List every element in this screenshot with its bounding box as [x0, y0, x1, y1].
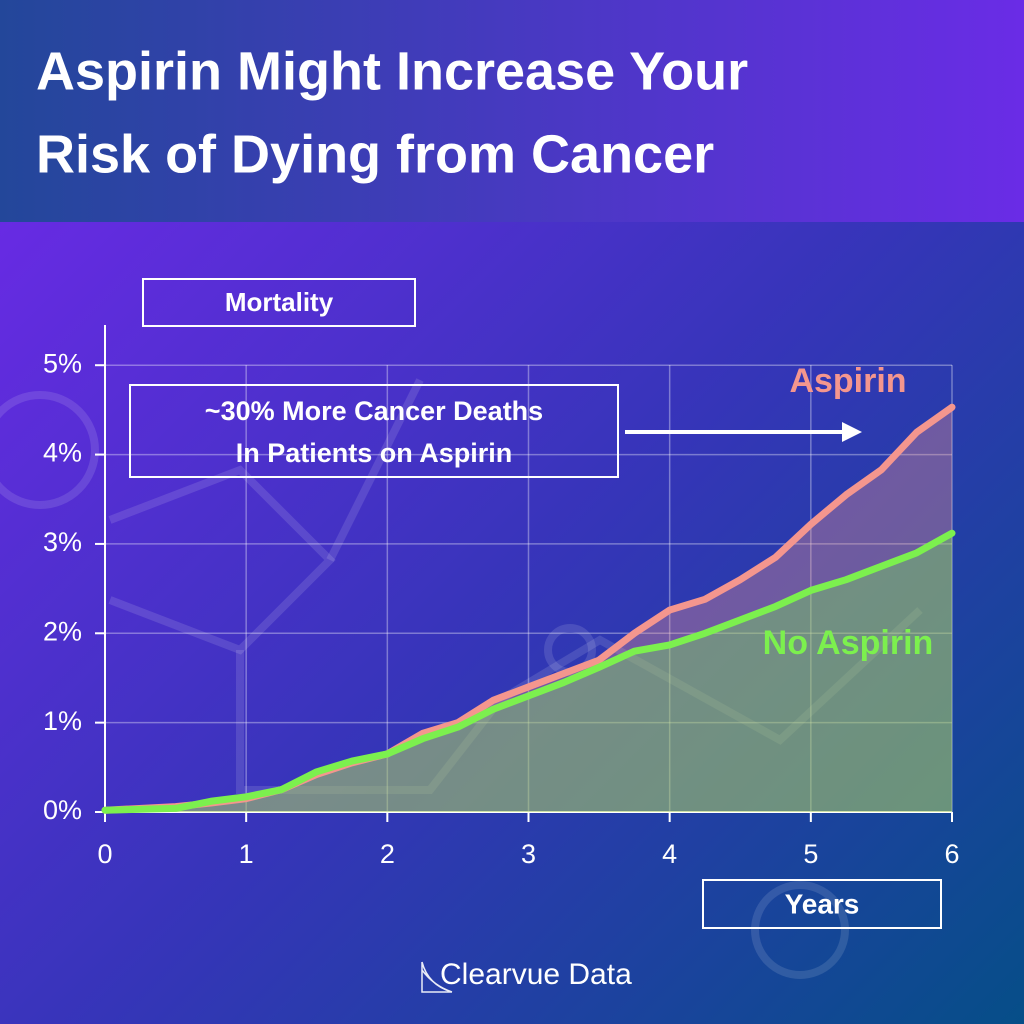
x-axis-label: Years	[785, 888, 860, 919]
y-label-box	[142, 278, 416, 327]
line	[101, 529, 956, 814]
y-tick-label: 0%	[43, 795, 82, 825]
y-tick-label: 5%	[43, 348, 82, 378]
x-label-box	[702, 879, 942, 929]
plot: 0% 1% 2% 3% 4% 5% 0 1 2 3 4 5 6 Aspirin No Aspirin	[43, 325, 960, 869]
area	[105, 407, 952, 812]
annotation: In Patients on Aspirin	[236, 438, 513, 468]
x-tick-label: 4	[662, 839, 677, 869]
x-tick-label: 0	[97, 839, 112, 869]
y-tick-label: 2%	[43, 616, 82, 646]
series-label: Aspirin	[789, 362, 906, 400]
arrow-head	[842, 422, 862, 442]
x-tick-label: 2	[380, 839, 395, 869]
y-axis-label: Mortality	[225, 287, 334, 317]
x-tick-label: 5	[803, 839, 818, 869]
logo	[421, 961, 453, 993]
y-tick-label: 1%	[43, 706, 82, 736]
title: Aspirin Might Increase Your	[36, 41, 748, 101]
x-tick-label: 1	[239, 839, 254, 869]
x-tick-label: 6	[944, 839, 959, 869]
title: Risk of Dying from Cancer	[36, 124, 714, 184]
annotation: ~30% More Cancer Deaths	[205, 396, 543, 426]
brand: Clearvue Data	[440, 958, 632, 991]
header	[0, 0, 1024, 222]
y-tick-label: 3%	[43, 527, 82, 557]
area	[105, 533, 952, 812]
x-tick-label: 3	[521, 839, 536, 869]
series-label: No Aspirin	[763, 624, 934, 662]
annotation-box	[129, 384, 619, 478]
y-tick-label: 4%	[43, 438, 82, 468]
